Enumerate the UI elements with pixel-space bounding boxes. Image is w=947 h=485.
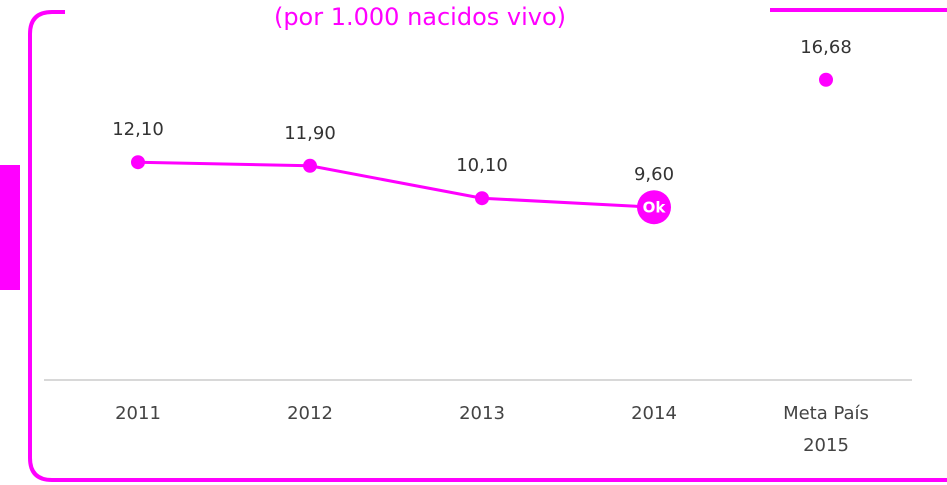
line [137,160,655,209]
x-tick-label: 2014 [631,403,677,424]
x-tick-label: 2011 [115,403,161,424]
point [303,158,317,173]
annotation: Ok [643,199,667,217]
point [131,155,145,170]
data-label: 16,68 [800,37,852,58]
side-tab [0,165,20,290]
point [819,72,833,87]
data-label: 10,10 [456,155,508,176]
x-tick-label: 2012 [287,403,333,424]
data-label: 12,10 [112,119,164,140]
data-label: 9,60 [634,164,674,185]
chart-subtitle: (por 1.000 nacidos vivo) [274,3,566,31]
frame [28,10,947,482]
x-tick-label: Meta País 2015 [783,403,869,456]
point [475,191,489,206]
x-tick-label: 2013 [459,403,505,424]
data-label: 11,90 [284,123,336,144]
annotation-badge [637,190,671,225]
